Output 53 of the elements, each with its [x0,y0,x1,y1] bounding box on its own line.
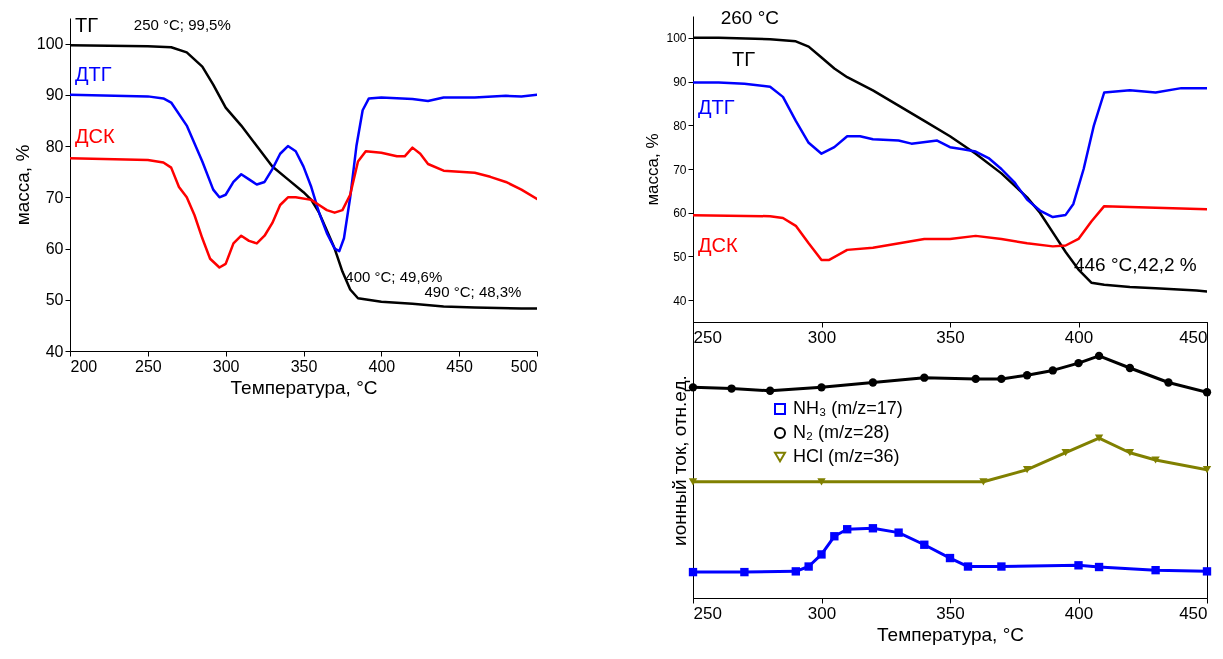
series-label: ДСК [75,125,115,148]
x-tick-label: 450 [1179,603,1208,623]
x-tick-label: 200 [70,357,98,375]
legend-label: NH₃ (m/z=17) [793,398,903,418]
y-tick-label: 60 [673,206,687,221]
series-label: ТГ [732,47,756,70]
y-tick-label: 70 [45,188,64,206]
y-axis-title: ионный ток, отн.ед. [668,375,690,546]
y-axis-title: масса, % [643,133,663,206]
annotation: 400 °C; 49,6% [345,267,443,285]
x-tick-label: 350 [936,327,965,347]
y-tick-label: 80 [45,137,64,155]
y-tick-label: 90 [673,75,687,90]
annotation: 490 °C; 48,3% [424,283,522,301]
x-tick-label: 400 [1064,603,1094,623]
y-tick-label: 70 [673,162,687,177]
x-tick-label: 350 [290,357,318,375]
series-label: ДСК [698,234,738,257]
series-label: ДТГ [75,62,112,85]
x-axis-title: Температура, °C [877,623,1024,645]
annotation: 446 °C,42,2 % [1073,253,1197,275]
y-tick-label: 90 [45,86,64,104]
line-series [70,93,537,253]
x-tick-label: 250 [134,357,162,375]
line-series [70,146,537,269]
y-tick-label: 100 [36,35,64,53]
x-tick-label: 500 [510,357,538,375]
x-tick-label: 450 [446,357,474,375]
x-tick-label: 400 [1064,327,1094,347]
y-tick-label: 80 [673,118,687,133]
x-axis-title: Температура, °C [230,376,378,398]
annotation: 250 °C; 99,5% [133,16,231,34]
y-axis-title: масса, % [11,144,33,226]
x-tick-label: 300 [807,327,837,347]
y-tick-label: 100 [666,31,687,46]
x-tick-label: 350 [936,603,965,623]
x-tick-label: 300 [807,603,837,623]
series-label: ТГ [75,14,99,37]
y-tick-label: 50 [45,291,64,309]
legend-label: N₂ (m/z=28) [793,422,890,442]
y-tick-label: 60 [45,240,64,258]
legend-label: HCl (m/z=36) [793,446,900,466]
x-tick-label: 250 [693,327,722,347]
series-label: ДТГ [698,96,735,119]
x-tick-label: 250 [693,603,722,623]
line-series [693,81,1207,219]
y-tick-label: 50 [673,249,687,264]
annotation: 260 °C [720,6,780,28]
x-tick-label: 450 [1179,327,1208,347]
y-tick-label: 40 [45,342,64,360]
y-tick-label: 40 [673,293,687,308]
x-tick-label: 400 [368,357,396,375]
x-tick-label: 300 [212,357,240,375]
